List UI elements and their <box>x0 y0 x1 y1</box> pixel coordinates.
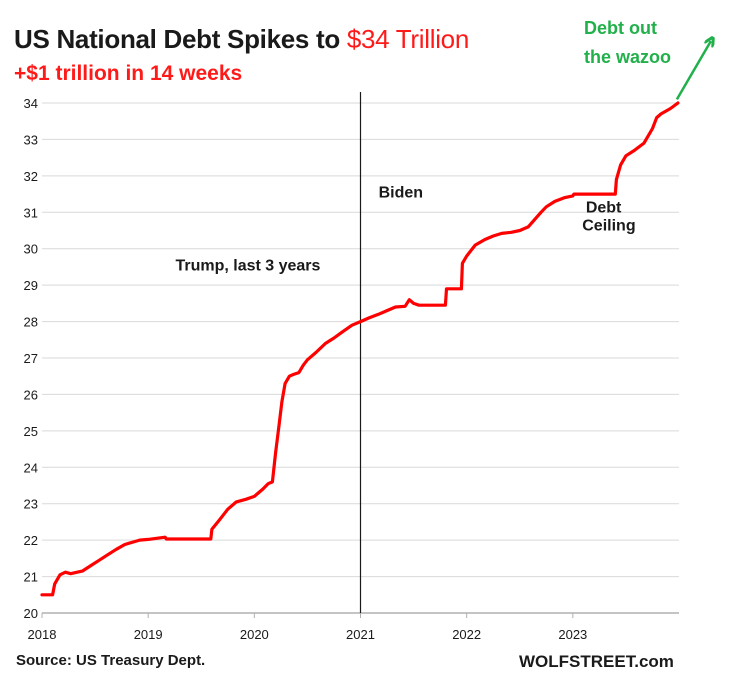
y-tick-label-29: 29 <box>24 278 38 293</box>
series <box>40 101 680 597</box>
y-tick-label-27: 27 <box>24 351 38 366</box>
x-tick-label-2022: 2022 <box>452 627 481 642</box>
y-tick-label-26: 26 <box>24 387 38 402</box>
x-tick-label-2020: 2020 <box>240 627 269 642</box>
y-tick-label-22: 22 <box>24 533 38 548</box>
x-tick-label-2019: 2019 <box>134 627 163 642</box>
annotations: Trump, last 3 years Biden Debt Ceiling <box>175 41 710 275</box>
annotation-0: Trump, last 3 years <box>175 258 320 275</box>
y-tick-label-25: 25 <box>24 424 38 439</box>
y-tick-label-34: 34 <box>24 96 38 111</box>
x-tick-label-2021: 2021 <box>346 627 375 642</box>
y-tick-label-28: 28 <box>24 315 38 330</box>
y-tick-label-24: 24 <box>24 460 38 475</box>
y-tick-label-33: 33 <box>24 132 38 147</box>
annotation-2: Debt <box>586 199 622 216</box>
chart-title-highlight: $34 Trillion <box>346 24 469 54</box>
chart-title: US National Debt Spikes to $34 Trillion <box>14 24 469 55</box>
axes <box>41 612 679 618</box>
chart-title-text: US National Debt Spikes to <box>14 24 347 54</box>
y-tick-label-32: 32 <box>24 169 38 184</box>
series-line-0 <box>40 101 680 597</box>
y-tick-label-31: 31 <box>24 205 38 220</box>
annotation-3: Ceiling <box>582 218 635 235</box>
y-tick-label-21: 21 <box>24 570 38 585</box>
green-annotation-line1: Debt out <box>584 18 657 38</box>
y-tick-label-23: 23 <box>24 497 38 512</box>
source-note: Source: US Treasury Dept. <box>16 652 206 669</box>
x-tick-label-2023: 2023 <box>558 627 587 642</box>
x-tick-label-2018: 2018 <box>28 627 57 642</box>
green-annotation-line2: the wazoo <box>584 47 672 67</box>
credit-note: WOLFSTREET.com <box>519 652 674 671</box>
wazoo-arrow <box>675 41 711 100</box>
y-tick-label-30: 30 <box>24 242 38 257</box>
chart-subtitle: +$1 trillion in 14 weeks <box>14 62 243 85</box>
y-tick-label-20: 20 <box>24 606 38 621</box>
annotation-1: Biden <box>379 185 423 202</box>
green-annotation: Debt out the wazoo <box>584 14 671 72</box>
